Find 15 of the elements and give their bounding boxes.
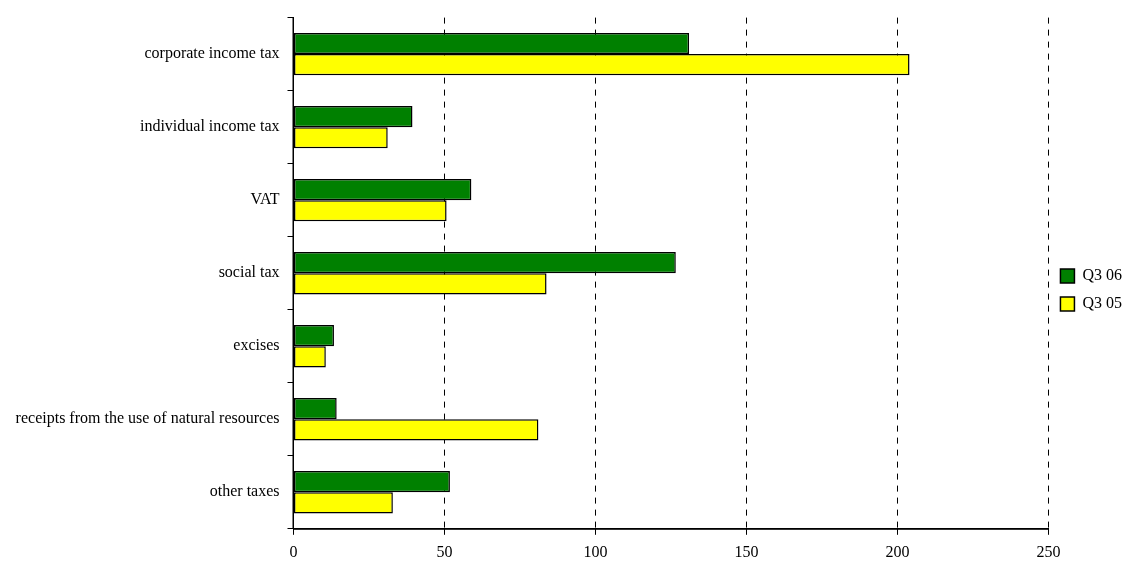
y-tick-label: other taxes (209, 482, 280, 500)
y-tick-label: VAT (250, 190, 280, 208)
x-tick-label: 150 (734, 542, 759, 560)
y-tick-label: corporate income tax (144, 44, 280, 63)
x-tick-label: 50 (436, 542, 453, 560)
x-tick-label: 100 (583, 542, 608, 560)
x-tick-label: 0 (289, 542, 298, 560)
legend-label: Q3 06 (1082, 266, 1123, 284)
x-tick-label: 200 (885, 542, 910, 560)
y-tick-label: social tax (218, 263, 280, 281)
y-tick-label: individual income tax (139, 117, 280, 135)
y-tick-label: receipts from the use of natural resources (15, 409, 280, 428)
legend-label: Q3 05 (1082, 294, 1123, 312)
y-tick-label: excises (233, 336, 280, 354)
x-tick-label: 250 (1036, 542, 1061, 560)
